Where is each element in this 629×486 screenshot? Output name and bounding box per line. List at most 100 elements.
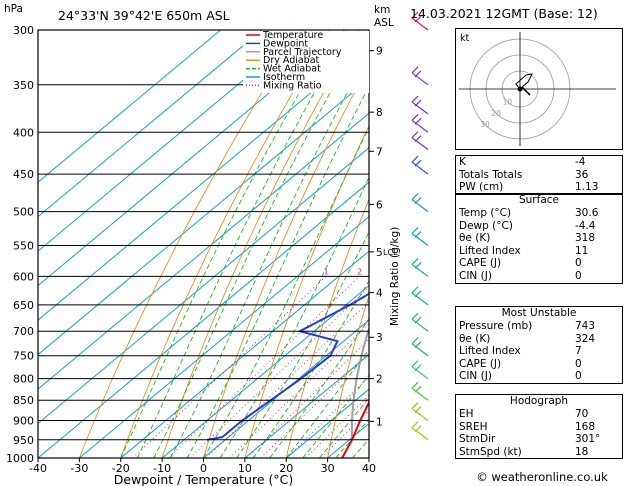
- wind-barb: [411, 66, 429, 86]
- wind-barb-staff: [411, 408, 429, 422]
- wind-barb-flag: [414, 70, 422, 78]
- most-unstable-value: 7: [575, 345, 582, 358]
- isotherm-line: [38, 181, 369, 458]
- index-row: K -4: [456, 156, 622, 169]
- km-tick-label: 9: [376, 46, 383, 58]
- surface-value: 30.6: [575, 207, 599, 219]
- pressure-tick-label: 650: [13, 299, 34, 312]
- pressure-tick-label: 1000: [6, 452, 34, 465]
- surface-row: Lifted Index 11: [456, 245, 622, 258]
- isotherm-line: [38, 78, 369, 356]
- wind-barb: [411, 193, 429, 213]
- wind-barb-flag: [414, 159, 422, 167]
- most-unstable-row: Lifted Index 7: [456, 345, 622, 358]
- wind-barb-staff: [411, 292, 429, 306]
- km-tick-label: 6: [376, 199, 383, 211]
- isotherm-line: [38, 30, 263, 218]
- surface-row: Temp (°C) 30.6: [456, 207, 622, 220]
- most-unstable-row: θe (K) 324: [456, 333, 622, 346]
- mixing-ratio-line: [205, 301, 369, 458]
- wind-barb-flag: [414, 231, 422, 238]
- lcl-label: LCL: [383, 248, 398, 257]
- isotherm-line: [38, 30, 346, 287]
- wind-barb-flag: [414, 99, 422, 107]
- most-unstable-row: CIN (J) 0: [456, 370, 622, 383]
- wind-barb-staff: [411, 17, 429, 31]
- wind-barb-staff: [411, 101, 429, 115]
- indices-table: K -4 Totals Totals 36 PW (cm) 1.13: [455, 155, 623, 195]
- index-label: K: [459, 156, 466, 168]
- legend-label: Isotherm: [263, 72, 305, 83]
- wet-adiabat-line: [136, 30, 351, 458]
- pressure-tick-label: 450: [13, 168, 34, 181]
- hodograph-stat-value: 70: [575, 408, 589, 420]
- wind-barb: [411, 421, 429, 441]
- hodograph-stat-row: StmSpd (kt) 18: [456, 446, 622, 459]
- wind-barb-flag: [411, 66, 419, 74]
- hodograph-stat-row: StmDir 301°: [456, 433, 622, 446]
- wind-barb-flag: [414, 135, 422, 143]
- hodograph-title: Hodograph: [509, 395, 569, 407]
- hodograph-trace: [515, 73, 533, 90]
- isotherm-line: [79, 215, 369, 458]
- legend-label: Wet Adiabat: [263, 64, 321, 75]
- wind-barb-flag: [414, 425, 422, 433]
- wind-barb-flag: [411, 337, 419, 345]
- index-label: PW (cm): [459, 181, 504, 194]
- pressure-tick-label: 300: [13, 24, 34, 37]
- hodograph-unit-label: kt: [460, 33, 470, 44]
- hodograph-stat-label: EH: [459, 408, 474, 420]
- wind-barb: [411, 257, 429, 277]
- surface-value: 0: [575, 269, 582, 282]
- temperature-profile: [341, 400, 369, 458]
- wind-barb: [411, 312, 429, 332]
- parcel-trajectory-profile: [350, 326, 369, 440]
- wind-barb-staff: [411, 387, 429, 401]
- altitude-asl-label: ASL: [374, 17, 394, 29]
- hodograph-stat-label: StmSpd (kt): [459, 445, 522, 458]
- pressure-tick-label: 500: [13, 206, 34, 219]
- wind-barb: [411, 131, 429, 151]
- isotherm-line: [38, 30, 221, 183]
- hodograph-panel: kt 10 20 30: [455, 28, 623, 150]
- pressure-tick-label: 900: [13, 415, 34, 428]
- wind-barb: [411, 95, 429, 115]
- wind-barb: [411, 227, 429, 246]
- wind-barb-staff: [411, 199, 429, 213]
- pressure-tick-label: 350: [13, 79, 34, 92]
- wind-barb-staff: [411, 137, 429, 151]
- x-tick-label: -20: [112, 462, 130, 475]
- wind-barb-flag: [411, 155, 419, 163]
- wind-barb-flag: [411, 421, 419, 429]
- index-value: -4: [575, 156, 586, 168]
- legend-background: [243, 31, 369, 93]
- x-tick-label: -40: [29, 462, 47, 475]
- mixing-ratio-label: 2: [357, 267, 362, 276]
- hodograph-stat-label: SREH: [459, 420, 488, 433]
- hodograph-stat-value: 301°: [575, 433, 601, 446]
- wind-barb-flag: [411, 11, 419, 19]
- hodograph-stat-label: StmDir: [459, 433, 496, 446]
- isotherm-line: [120, 250, 369, 458]
- wind-barb-flag: [414, 197, 422, 205]
- wind-barb: [411, 402, 429, 422]
- surface-row: Dewp (°C) -4.4: [456, 220, 622, 233]
- most-unstable-value: 0: [575, 370, 582, 383]
- surface-label: Lifted Index: [459, 244, 521, 257]
- wind-barb: [411, 155, 429, 175]
- wind-barb-staff: [411, 161, 429, 175]
- legend-label: Temperature: [262, 30, 323, 41]
- legend-label: Dry Adiabat: [263, 55, 320, 66]
- km-tick-label: 5: [376, 247, 383, 259]
- index-row: PW (cm) 1.13: [456, 181, 622, 194]
- wind-barb-flag: [411, 193, 419, 201]
- hodograph-stat-value: 168: [575, 420, 596, 433]
- most-unstable-label: CIN (J): [459, 370, 492, 383]
- storm-motion-arrow: [521, 86, 531, 96]
- index-row: Totals Totals 36: [456, 169, 622, 182]
- most-unstable-value: 743: [575, 320, 596, 332]
- wind-barb-staff: [411, 427, 429, 441]
- datetime-label: 14.03.2021 12GMT (Base: 12): [410, 6, 598, 21]
